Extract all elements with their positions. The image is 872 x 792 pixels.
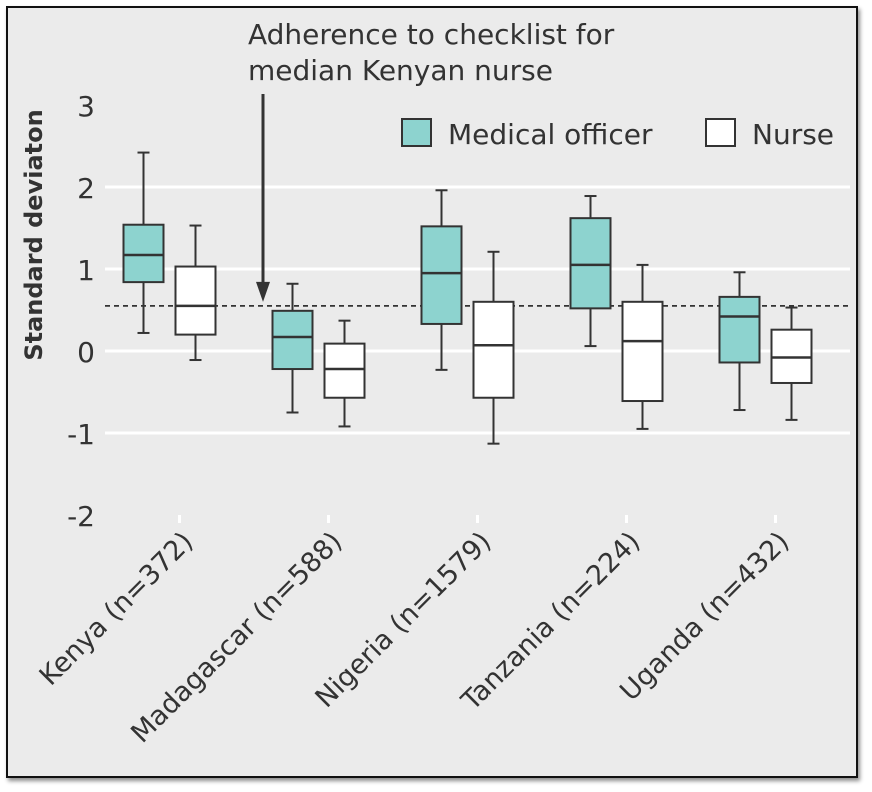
box-iqr — [472, 300, 515, 399]
box-medical-officer — [569, 195, 612, 348]
x-tick-label: Uganda (n=432) — [614, 526, 795, 707]
boxes-group — [122, 151, 813, 445]
x-axis: Kenya (n=372)Madagascar (n=588)Nigeria (… — [34, 526, 796, 749]
box-medical-officer — [718, 271, 761, 412]
legend-swatch — [705, 118, 736, 147]
x-tick-label: Kenya (n=372) — [34, 526, 200, 692]
x-axis-ticks — [178, 515, 777, 523]
box-nurse — [621, 263, 664, 430]
y-tick-label: 0 — [77, 336, 95, 369]
box-nurse — [472, 250, 515, 445]
box-nurse — [770, 306, 813, 421]
legend-swatch — [401, 118, 432, 147]
y-tick-label: 1 — [77, 254, 95, 287]
legend-label: Nurse — [752, 118, 834, 151]
box-iqr — [323, 342, 366, 399]
legend: Medical officer Nurse — [401, 118, 834, 151]
box-iqr — [122, 223, 165, 284]
box-nurse — [323, 319, 366, 428]
box-iqr — [569, 217, 612, 310]
y-tick-label: -2 — [67, 500, 95, 533]
box-iqr — [420, 225, 463, 325]
annotation-text: Adherence to checklist for — [248, 18, 615, 51]
box-iqr — [174, 265, 217, 336]
y-tick-label: 2 — [77, 172, 95, 205]
box-medical-officer — [122, 151, 165, 334]
legend-label: Medical officer — [448, 118, 653, 151]
box-iqr — [621, 300, 664, 403]
y-axis: 3 2 1 0 -1 -2 Standard deviaton — [20, 90, 95, 533]
y-tick-label: -1 — [67, 418, 95, 451]
annotation-text: median Kenyan nurse — [248, 54, 553, 87]
annotation-arrowhead — [256, 281, 270, 302]
box-nurse — [174, 224, 217, 362]
box-iqr — [271, 309, 314, 371]
box-iqr — [718, 295, 761, 364]
y-axis-label: Standard deviaton — [20, 109, 48, 360]
box-medical-officer — [420, 189, 463, 371]
y-tick-label: 3 — [77, 90, 95, 123]
box-medical-officer — [271, 282, 314, 414]
